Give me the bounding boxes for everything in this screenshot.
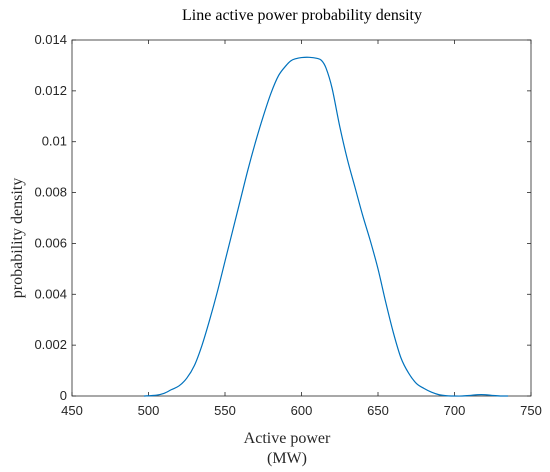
y-tick-label: 0.006 — [34, 235, 67, 250]
series-layer — [143, 56, 509, 397]
x-axis: 450 500 550 600 650 700 750 — [61, 40, 542, 418]
y-tick-label: 0.008 — [34, 185, 67, 200]
y-tick-label: 0.014 — [34, 32, 67, 47]
x-tick-label: 450 — [61, 403, 83, 418]
y-tick-label: 0.002 — [34, 337, 67, 352]
density-line — [143, 56, 509, 397]
plot-frame — [71, 39, 532, 397]
x-axis-unit-label: (MW) — [267, 450, 307, 467]
y-tick-label: 0 — [60, 388, 67, 403]
x-tick-label: 700 — [444, 403, 466, 418]
x-tick-label: 600 — [291, 403, 313, 418]
x-tick-label: 750 — [520, 403, 542, 418]
x-tick-label: 650 — [367, 403, 389, 418]
y-tick-label: 0.012 — [34, 83, 67, 98]
y-axis-label: probability density — [9, 178, 26, 298]
chart-title: Line active power probability density — [182, 7, 422, 24]
x-tick-label: 500 — [138, 403, 160, 418]
y-tick-label: 0.004 — [34, 286, 67, 301]
y-axis: 0 0.002 0.004 0.006 0.008 0.01 0.012 0.014 — [34, 32, 531, 403]
y-tick-label: 0.01 — [42, 134, 67, 149]
x-axis-label: Active power — [244, 430, 331, 447]
x-tick-label: 550 — [214, 403, 236, 418]
